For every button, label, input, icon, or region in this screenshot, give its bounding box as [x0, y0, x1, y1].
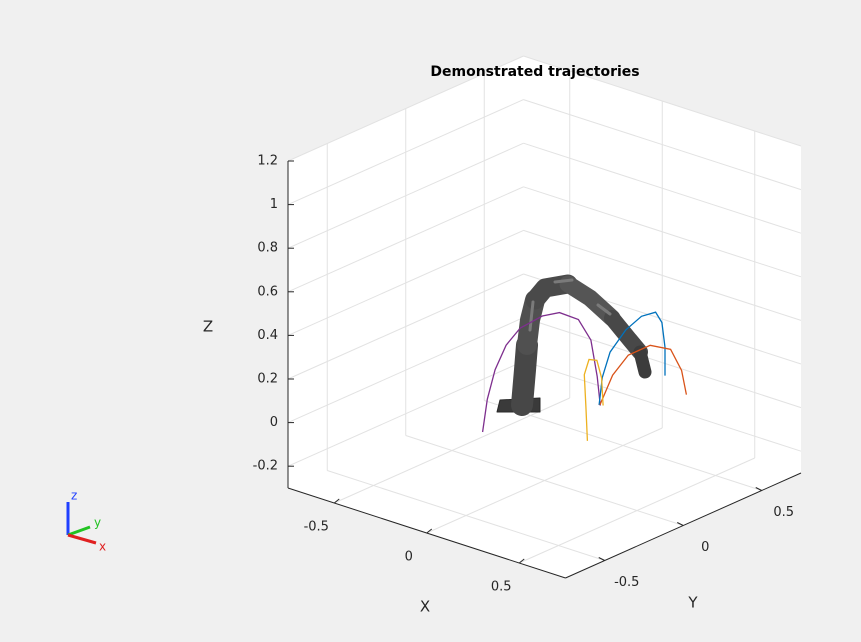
z-tick-label: 0	[270, 415, 278, 430]
y-tick-label: -0.5	[614, 575, 639, 590]
x-tick-label: 0	[405, 550, 413, 565]
z-tick-label: 0.6	[257, 284, 278, 299]
z-tick-label: 1.2	[257, 154, 278, 169]
z-tick-label: 0.8	[257, 241, 278, 256]
robot-flange	[640, 352, 645, 372]
axes-background	[288, 56, 801, 578]
chart-title: Demonstrated trajectories	[430, 64, 639, 80]
z-tick-label: 1	[270, 197, 278, 212]
y-tick-label: 0	[701, 540, 709, 555]
x-tick-label: -0.5	[304, 520, 329, 535]
z-tick-label: 0.4	[257, 328, 278, 343]
z-tick-label: 0.2	[257, 372, 278, 387]
z-axis-label: Z	[203, 318, 213, 336]
x-tick-label: 0.5	[491, 580, 512, 595]
triad-y-label: y	[94, 516, 101, 530]
axes-back	[288, 56, 801, 578]
triad-x-label: x	[99, 540, 106, 554]
z-tick-label: -0.2	[253, 459, 278, 474]
y-axis-label: Y	[687, 594, 698, 612]
x-axis-label: X	[420, 598, 430, 616]
y-tick-label: 0.5	[773, 505, 794, 520]
figure: -0.2 0 0.2 0.4 0.6 0.8 1 1.2 -0.5 0 0.5 -0.5 0 0.5 De…	[0, 0, 861, 642]
triad-z-label: z	[71, 489, 77, 503]
